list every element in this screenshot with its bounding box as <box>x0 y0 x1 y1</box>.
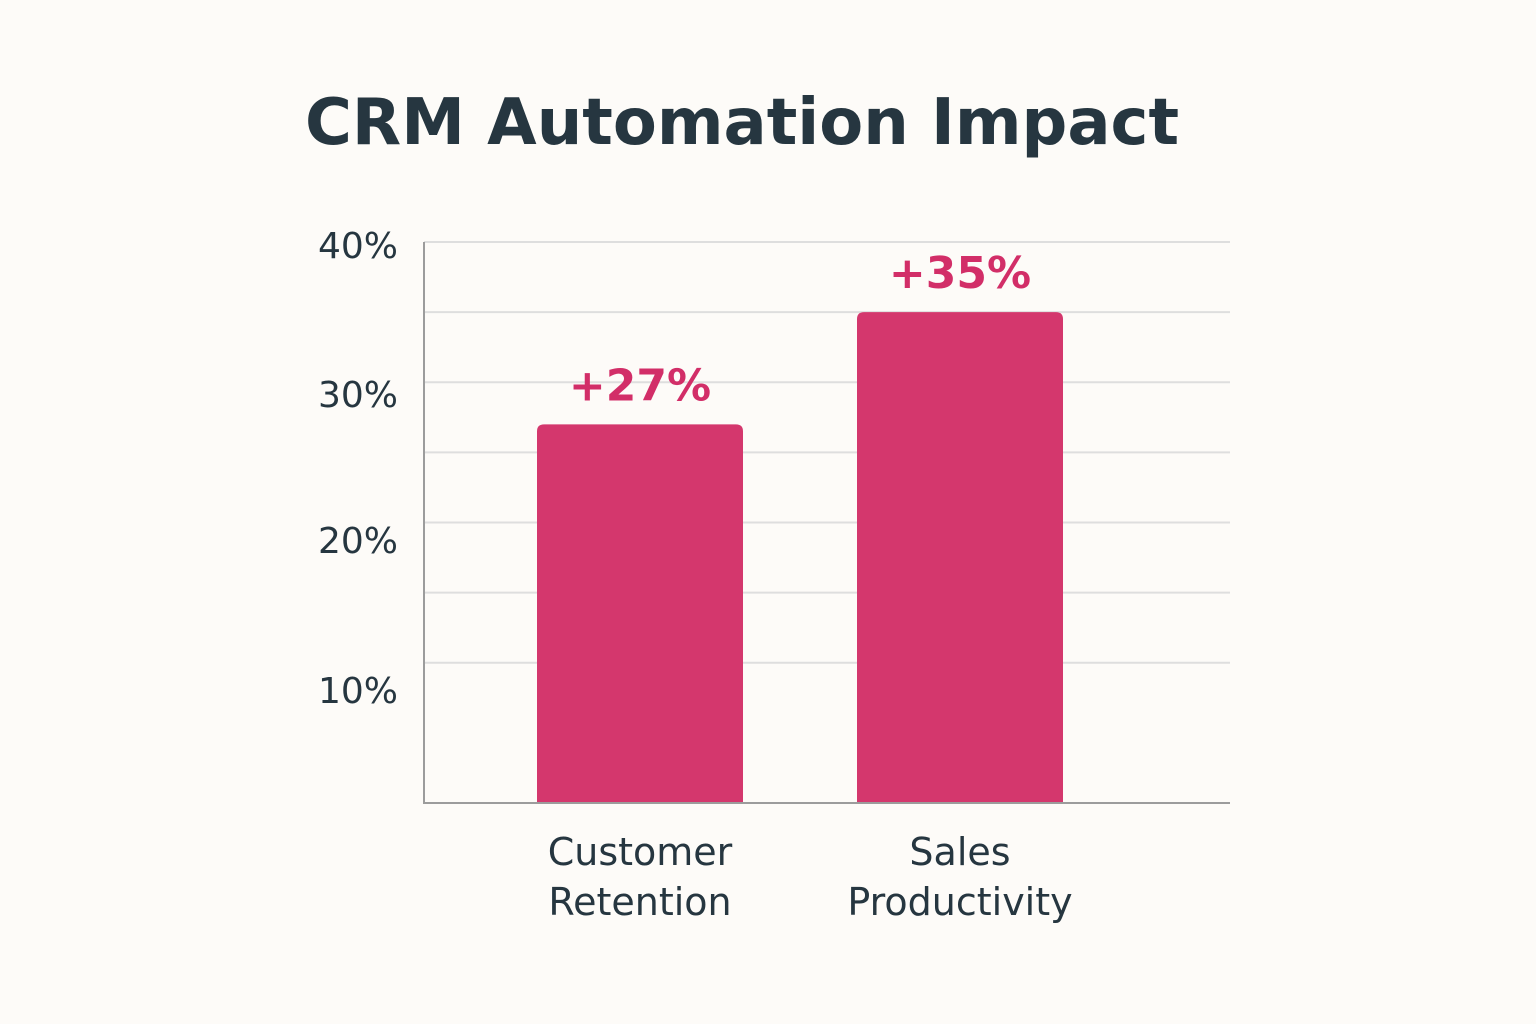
bar-value-label: +35% <box>889 248 1031 299</box>
bar-value-label: +27% <box>569 360 711 411</box>
x-category-label: Productivity <box>847 880 1072 924</box>
y-tick-label: 10% <box>318 671 398 712</box>
chart-title: CRM Automation Impact <box>305 86 1179 160</box>
data-labels: +27% +35% <box>569 248 1031 411</box>
x-category-label: Retention <box>548 880 731 924</box>
y-tick-label: 40% <box>318 226 398 267</box>
bar <box>857 312 1063 803</box>
x-category-labels: Customer Retention Sales Productivity <box>548 830 1073 924</box>
x-category-label: Customer <box>548 830 733 874</box>
axes <box>423 242 1230 804</box>
y-tick-label: 30% <box>318 375 398 416</box>
y-tick-label: 20% <box>318 521 398 562</box>
x-category-label: Sales <box>909 830 1010 874</box>
bars <box>537 312 1063 803</box>
y-tick-labels: 10% 20% 30% 40% <box>318 226 398 712</box>
bar <box>537 424 743 803</box>
